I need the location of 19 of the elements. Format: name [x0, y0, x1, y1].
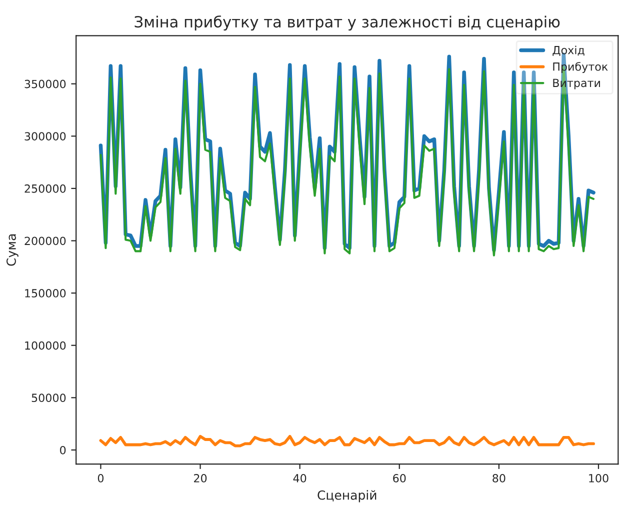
x-tick-label: 0	[98, 474, 104, 482]
y-tick-label: 150000	[25, 289, 66, 298]
y-tick-label: 50000	[32, 394, 66, 402]
y-tick-label: 250000	[24, 184, 66, 193]
legend-label: Дохід	[552, 46, 584, 56]
y-tick-label: 100000	[25, 341, 66, 350]
y-tick-label: 200000	[24, 236, 66, 246]
y-tick-label: 300000	[24, 132, 66, 141]
x-tick-label: 60	[393, 474, 406, 482]
y-tick-label: 0	[60, 446, 66, 454]
y-axis-title: Сума	[6, 234, 18, 266]
x-tick-label: 80	[492, 474, 506, 482]
y-tick-label: 350000	[24, 80, 66, 88]
chart-title: Зміна прибутку та витрат у залежності від сценарію	[134, 16, 560, 31]
x-tick-label: 100	[589, 474, 608, 482]
x-tick-label: 20	[194, 474, 207, 482]
x-tick-label: 40	[293, 474, 306, 482]
line-series	[99, 434, 595, 448]
x-axis-title: Сценарій	[318, 490, 376, 502]
